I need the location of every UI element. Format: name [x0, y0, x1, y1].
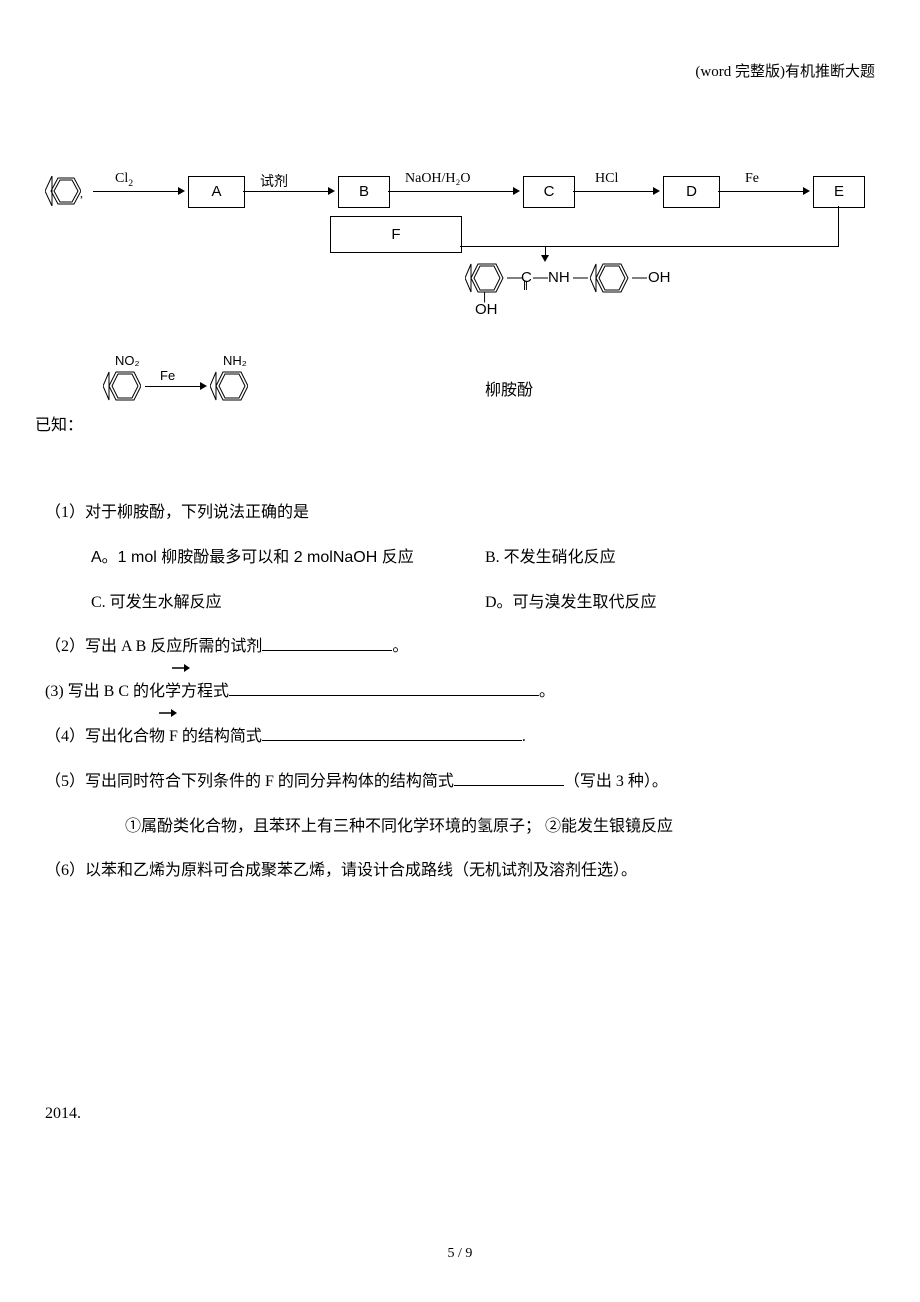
no2-label: NO₂ — [115, 353, 140, 368]
arrow-line — [573, 191, 653, 192]
reagent-bc: NaOH/H₂O — [405, 171, 471, 187]
arrow-line — [93, 191, 178, 192]
benzene-comma: , — [80, 186, 83, 201]
vertical-line — [838, 206, 839, 246]
reagent-ab: 试剂 — [260, 171, 288, 191]
page-header: (word 完整版)有机推断大题 — [45, 60, 875, 81]
arrow-head-icon — [653, 187, 660, 195]
arrow-head-icon — [200, 382, 207, 390]
page-footer: 5 / 9 — [0, 1246, 920, 1262]
arrow-head-icon — [328, 187, 335, 195]
product-name: 柳胺酚 — [485, 376, 533, 400]
question-body: （1）对于柳胺酚，下列说法正确的是 A。1 mol 柳胺酚最多可以和 2 mol… — [45, 491, 875, 894]
q6: （6）以苯和乙烯为原料可合成聚苯乙烯，请设计合成路线（无机试剂及溶剂任选）。 — [45, 849, 875, 894]
arrow-head-icon — [513, 187, 520, 195]
known-label: 已知： — [35, 411, 83, 435]
arrow-line — [145, 386, 200, 387]
reagent-cl2: Cl2 — [115, 171, 133, 189]
box-c: C — [523, 176, 575, 208]
inline-arrow-icon — [159, 708, 177, 718]
known-section: NO₂ Fe NH₂ 柳胺酚 已知： — [45, 361, 875, 451]
arrow-head-icon — [803, 187, 810, 195]
reagent-de: Fe — [745, 171, 759, 187]
nh2-label: NH₂ — [223, 353, 247, 368]
q1-row1: A。1 mol 柳胺酚最多可以和 2 molNaOH 反应 B. 不发生硝化反应 — [45, 536, 875, 581]
fe-label: Fe — [160, 368, 175, 383]
q5-sub: ①属酚类化合物，且苯环上有三种不同化学环境的氢原子； ②能发生银镜反应 — [45, 805, 875, 850]
arrow-head-icon — [178, 187, 185, 195]
q4: （4）写出化合物 F 的结构简式. — [45, 715, 875, 760]
nitrobenzene-icon — [103, 369, 141, 403]
inline-arrow-icon — [172, 663, 190, 673]
arrow-line — [243, 191, 328, 192]
box-b: B — [338, 176, 390, 208]
benzene-ring-icon — [590, 261, 632, 295]
reaction-diagram: , Cl2 A 试剂 B NaOH/H₂O C HCl D Fe E F — [45, 161, 875, 341]
q1-stem: （1）对于柳胺酚，下列说法正确的是 — [45, 491, 875, 536]
box-d: D — [663, 176, 720, 208]
q5: （5）写出同时符合下列条件的 F 的同分异构体的结构简式（写出 3 种）。 — [45, 760, 875, 805]
benzene-icon — [45, 176, 81, 206]
arrow-line — [718, 191, 803, 192]
reagent-cd: HCl — [595, 171, 618, 187]
q2: （2）写出 A B 反应所需的试剂。 — [45, 625, 875, 670]
q1-row2: C. 可发生水解反应 D。可与溴发生取代反应 — [45, 581, 875, 626]
box-a: A — [188, 176, 245, 208]
aniline-icon — [210, 369, 248, 403]
arrow-line — [460, 246, 839, 247]
arrow-down-icon — [541, 255, 549, 262]
box-e: E — [813, 176, 865, 208]
year-label: 2014. — [45, 1105, 81, 1123]
box-f: F — [330, 216, 462, 253]
arrow-line — [388, 191, 513, 192]
